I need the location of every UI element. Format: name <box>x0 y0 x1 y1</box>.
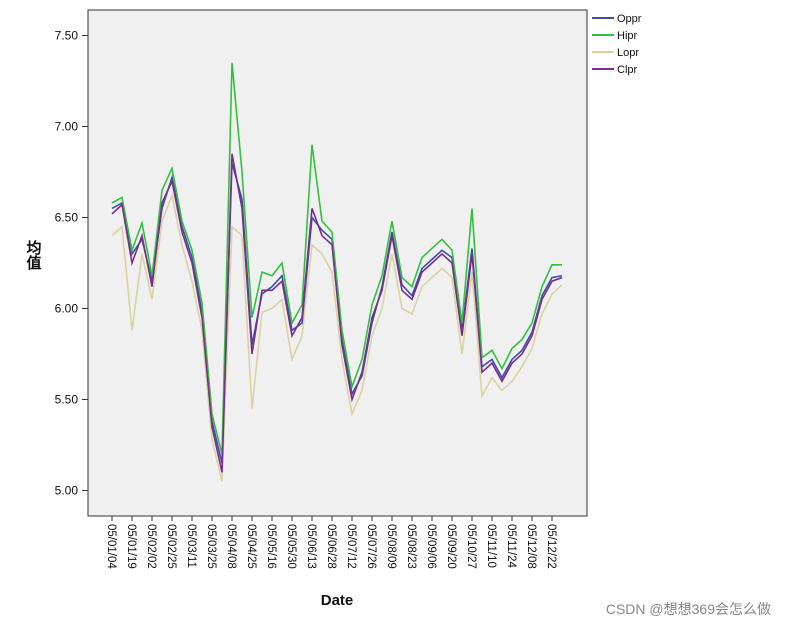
x-tick-label: 05/04/08 <box>225 524 237 569</box>
x-tick-label: 05/12/08 <box>525 524 537 569</box>
x-tick-label: 05/11/24 <box>505 524 517 569</box>
x-tick-label: 05/08/09 <box>385 524 397 569</box>
x-tick-label: 05/05/30 <box>285 524 297 569</box>
x-tick-label: 05/09/20 <box>445 524 457 569</box>
x-tick-label: 05/01/19 <box>125 524 137 569</box>
series-line <box>111 192 563 482</box>
plot-area <box>87 9 588 517</box>
x-tick-label: 05/07/12 <box>345 524 357 569</box>
x-tick-label: 05/08/23 <box>405 524 417 569</box>
x-tick-label: 05/07/26 <box>365 524 377 569</box>
x-tick-label: 05/01/04 <box>105 524 117 569</box>
x-tick-label: 05/03/11 <box>185 524 197 568</box>
x-tick-label: 05/04/25 <box>245 524 257 569</box>
x-tick-label: 05/06/28 <box>325 524 337 569</box>
x-tick-label: 05/06/13 <box>305 524 317 569</box>
y-tick-label: 7.00 <box>55 119 79 133</box>
x-tick-label: 05/02/25 <box>165 524 177 569</box>
legend-label: Clpr <box>617 64 638 76</box>
watermark: CSDN @想想369会怎么做 <box>606 601 771 617</box>
series-line <box>111 153 563 473</box>
x-tick-label: 05/03/25 <box>205 524 217 569</box>
legend-label: Oppr <box>617 13 642 25</box>
x-tick-label: 05/10/27 <box>465 524 477 569</box>
y-tick-label: 5.00 <box>55 484 79 498</box>
y-tick-label: 6.50 <box>55 210 79 224</box>
x-tick-label: 05/05/16 <box>265 524 277 569</box>
y-axis-label: 均值 <box>25 239 42 270</box>
legend-label: Lopr <box>617 47 639 59</box>
y-tick-label: 7.50 <box>55 28 79 42</box>
y-tick-label: 5.50 <box>55 393 79 407</box>
legend-label: Hipr <box>617 30 638 42</box>
x-tick-label: 05/12/22 <box>545 524 557 569</box>
x-axis-label: Date <box>321 592 354 609</box>
x-tick-label: 05/11/10 <box>485 524 497 568</box>
x-tick-label: 05/09/06 <box>425 524 437 569</box>
series-line <box>111 62 562 455</box>
x-tick-label: 05/02/02 <box>145 524 157 569</box>
y-tick-label: 6.00 <box>55 302 79 316</box>
